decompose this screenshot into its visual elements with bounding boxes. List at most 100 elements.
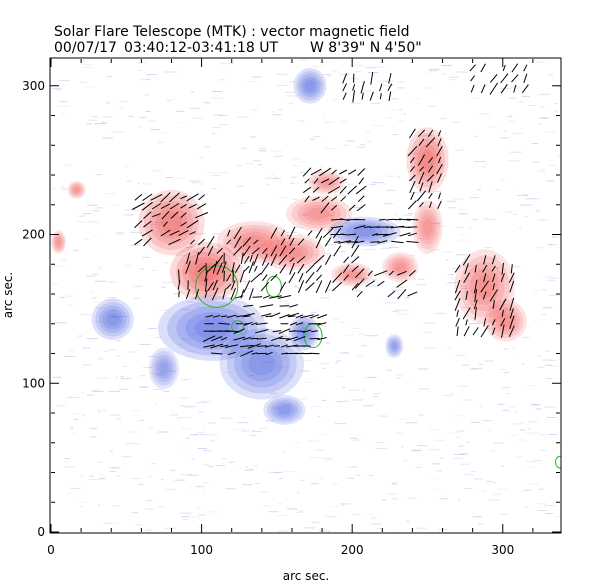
- noise-streak: [539, 93, 550, 95]
- noise-streak: [145, 111, 151, 112]
- vector-mark: [388, 91, 392, 102]
- noise-streak: [286, 360, 291, 362]
- noise-streak: [186, 255, 195, 257]
- vector-mark: [333, 227, 342, 239]
- noise-streak: [463, 399, 471, 401]
- vector-mark: [410, 191, 415, 201]
- noise-streak: [194, 208, 204, 210]
- vector-mark: [406, 218, 419, 221]
- noise-streak: [266, 361, 277, 362]
- vector-mark: [270, 336, 283, 342]
- vector-mark: [242, 337, 251, 341]
- noise-streak: [96, 307, 103, 309]
- noise-streak: [429, 70, 438, 72]
- noise-streak: [360, 90, 373, 92]
- noise-streak: [54, 265, 67, 267]
- noise-streak: [495, 189, 502, 191]
- noise-streak: [161, 479, 164, 481]
- noise-streak: [471, 470, 476, 472]
- noise-streak: [78, 215, 86, 217]
- noise-streak: [139, 419, 144, 421]
- noise-streak: [115, 355, 121, 357]
- vector-mark: [348, 169, 357, 175]
- noise-streak: [351, 327, 361, 329]
- noise-streak: [531, 161, 540, 163]
- noise-streak: [376, 528, 382, 529]
- noise-streak: [535, 408, 542, 410]
- noise-streak: [469, 323, 481, 325]
- noise-streak: [428, 449, 440, 451]
- vector-mark: [419, 166, 424, 172]
- noise-streak: [80, 60, 85, 62]
- noise-streak: [237, 165, 243, 167]
- noise-streak: [471, 219, 479, 221]
- noise-streak: [395, 432, 403, 434]
- field-regions: [51, 68, 527, 425]
- noise-streak: [109, 450, 114, 452]
- noise-streak: [179, 512, 192, 514]
- noise-streak: [192, 117, 203, 119]
- noise-streak: [442, 395, 452, 396]
- noise-streak: [138, 483, 144, 485]
- noise-streak: [456, 437, 461, 439]
- vector-mark: [511, 74, 519, 83]
- noise-streak: [552, 236, 557, 238]
- vector-mark: [331, 169, 337, 175]
- y-tick-label: 0: [37, 525, 45, 539]
- noise-streak: [200, 183, 205, 185]
- noise-streak: [109, 414, 120, 416]
- noise-streak: [519, 429, 526, 431]
- noise-streak: [111, 467, 121, 469]
- noise-streak: [82, 364, 91, 366]
- noise-streak: [357, 277, 368, 279]
- vector-mark: [352, 90, 355, 103]
- noise-streak: [339, 400, 349, 402]
- noise-streak: [420, 221, 424, 223]
- vector-mark: [307, 230, 313, 236]
- noise-streak: [129, 244, 140, 246]
- noise-streak: [61, 113, 66, 115]
- noise-streak: [85, 275, 97, 277]
- noise-streak: [218, 115, 228, 116]
- vector-mark: [407, 232, 417, 237]
- vector-mark: [356, 204, 366, 212]
- noise-streak: [538, 123, 542, 125]
- noise-streak: [148, 476, 152, 478]
- vector-mark: [342, 73, 348, 84]
- noise-streak: [352, 514, 362, 516]
- noise-streak: [444, 282, 457, 284]
- noise-streak: [424, 87, 435, 89]
- noise-streak: [478, 113, 490, 115]
- noise-streak: [300, 479, 305, 481]
- noise-streak: [163, 390, 170, 392]
- noise-streak: [542, 359, 552, 361]
- noise-streak: [456, 254, 468, 256]
- noise-streak: [441, 65, 452, 66]
- noise-streak: [520, 204, 532, 206]
- noise-streak: [448, 79, 457, 81]
- vector-mark: [289, 257, 295, 263]
- vector-mark: [255, 322, 268, 325]
- vector-mark: [223, 270, 225, 282]
- positive-field-region: [70, 184, 83, 196]
- noise-streak: [487, 219, 496, 221]
- noise-streak: [470, 197, 479, 199]
- noise-streak: [371, 279, 377, 281]
- noise-streak: [279, 196, 288, 198]
- noise-streak: [346, 140, 355, 142]
- vector-mark: [303, 345, 311, 347]
- vector-mark: [224, 330, 239, 333]
- vector-mark: [197, 265, 206, 273]
- noise-streak: [369, 245, 377, 246]
- vector-mark: [251, 322, 258, 326]
- noise-streak: [398, 120, 406, 122]
- vector-mark: [250, 272, 262, 283]
- noise-streak: [141, 192, 147, 194]
- vector-mark: [295, 322, 304, 326]
- vector-mark: [226, 239, 232, 245]
- noise-streak: [68, 492, 72, 494]
- noise-streak: [341, 191, 353, 193]
- noise-streak: [152, 170, 162, 172]
- noise-streak: [477, 189, 481, 190]
- vector-mark: [313, 254, 325, 265]
